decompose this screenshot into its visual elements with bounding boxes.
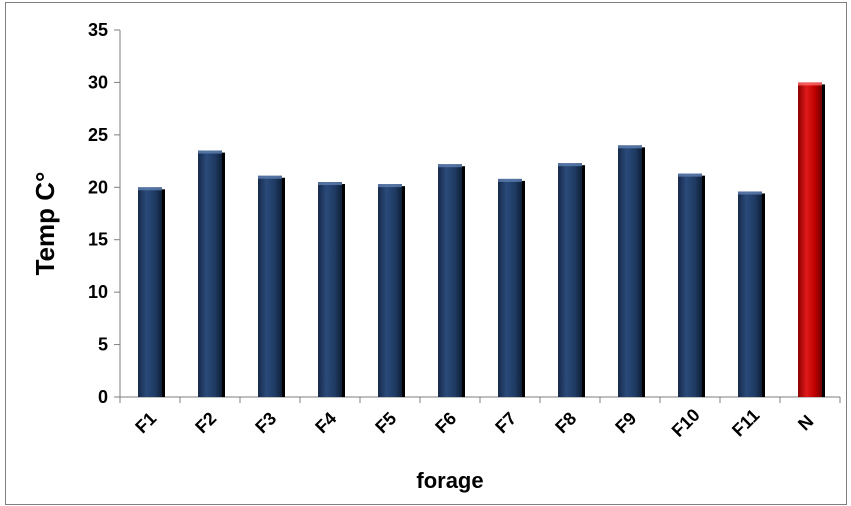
- bar-top-cap: [558, 163, 582, 167]
- bar-f6: [438, 164, 462, 397]
- bar-f3: [258, 175, 282, 397]
- x-tick-label: F2: [191, 408, 220, 437]
- y-axis: 0 5 10 15 20 25 30 35: [88, 20, 121, 407]
- x-axis-title: forage: [416, 468, 483, 493]
- x-tick-label: F10: [668, 405, 704, 441]
- x-tick-label: F3: [251, 408, 280, 437]
- bars: [138, 82, 825, 397]
- x-axis: F1 F2 F3 F4 F5 F6 F7 F8 F9 F10 F11 N: [119, 396, 841, 441]
- y-tick-label: 15: [88, 230, 108, 250]
- bar-top-cap: [138, 187, 162, 191]
- x-tick-label: F8: [551, 408, 580, 437]
- bar-f9: [618, 145, 642, 397]
- bar-f10: [678, 173, 702, 397]
- x-tick-label: F1: [131, 408, 160, 437]
- bar-top-cap: [618, 145, 642, 149]
- bar-f11: [738, 191, 762, 397]
- y-axis-title: Temp C°: [30, 172, 60, 276]
- y-tick-label: 35: [88, 20, 108, 40]
- bar-f5: [378, 184, 402, 397]
- x-tick-label: F4: [311, 408, 340, 437]
- bar-top-cap: [378, 184, 402, 188]
- bar-top-cap: [318, 182, 342, 186]
- bar-top-cap: [438, 164, 462, 168]
- y-tick-label: 20: [88, 177, 108, 197]
- bar-f1: [138, 187, 162, 397]
- x-tick-label: F5: [371, 408, 400, 437]
- chart-frame: [5, 2, 847, 505]
- bar-top-cap: [198, 150, 222, 154]
- bar-top-cap: [738, 191, 762, 195]
- bar-top-cap: [498, 178, 522, 182]
- x-tick-label: F9: [611, 408, 640, 437]
- bar-f7: [498, 178, 522, 397]
- bar-top-cap: [258, 175, 282, 179]
- x-tick-label: F11: [728, 405, 763, 440]
- y-tick-label: 0: [98, 387, 108, 407]
- y-tick-label: 10: [88, 282, 108, 302]
- x-tick-label: N: [794, 411, 817, 434]
- y-tick-label: 25: [88, 125, 108, 145]
- x-tick-label: F7: [491, 408, 520, 437]
- bar-top-cap: [798, 82, 822, 86]
- bar-n: [798, 82, 822, 397]
- y-tick-label: 30: [88, 72, 108, 92]
- bar-f2: [198, 150, 222, 397]
- bar-f8: [558, 163, 582, 397]
- bar-f4: [318, 182, 342, 397]
- y-tick-label: 5: [98, 335, 108, 355]
- x-tick-label: F6: [431, 408, 460, 437]
- bar-top-cap: [678, 173, 702, 177]
